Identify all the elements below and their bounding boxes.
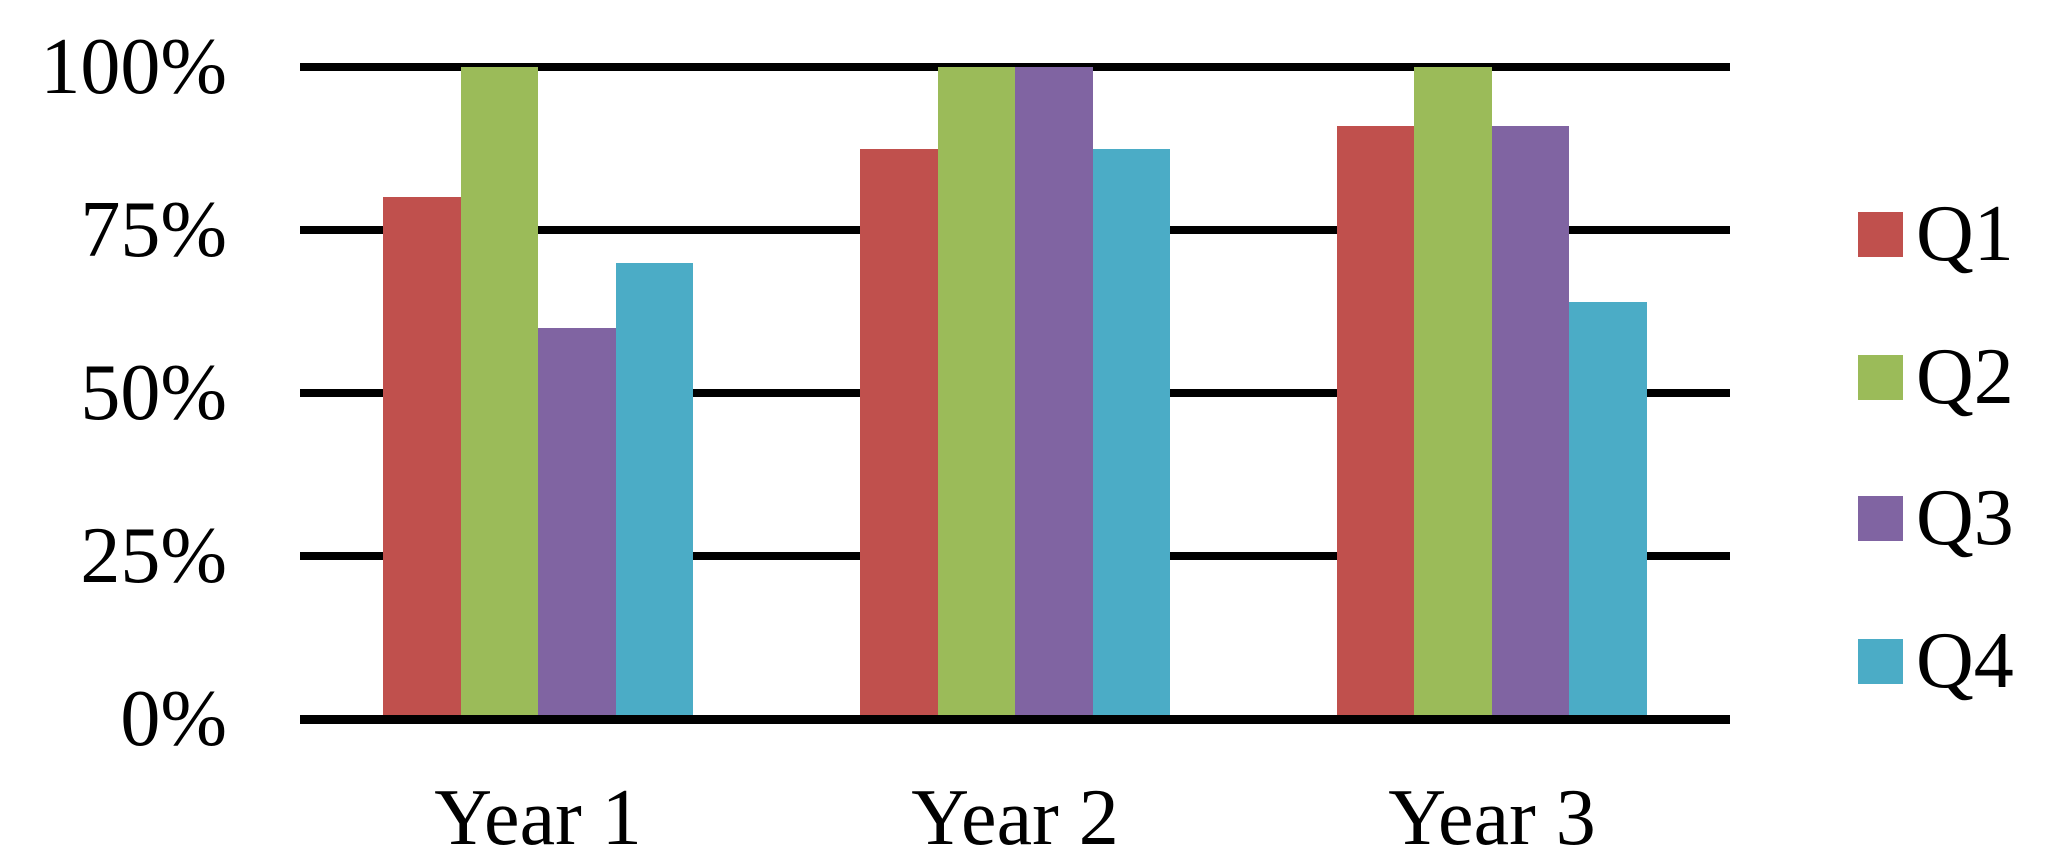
bar-q2-year2 [937, 67, 1015, 724]
bar-q3-year1 [538, 327, 616, 724]
bar-q1-year1 [383, 197, 461, 724]
legend-item-q4: Q4 [1858, 621, 2014, 701]
bar-q2-year3 [1414, 67, 1492, 724]
bar-q4-year1 [615, 262, 694, 724]
legend-swatch-q1 [1858, 211, 1903, 257]
x-axis-baseline [300, 715, 1730, 724]
y-tick-label-25: 25% [80, 512, 227, 600]
x-tick-label-year2: Year 2 [911, 774, 1119, 862]
x-tick-label-year3: Year 3 [1388, 774, 1596, 862]
legend-label-q2: Q2 [1916, 333, 2014, 421]
legend-label-q3: Q3 [1916, 474, 2014, 562]
bar-q3-year3 [1491, 125, 1570, 724]
bar-q3-year2 [1015, 67, 1093, 724]
legend-item-q1: Q1 [1858, 194, 2014, 274]
legend-item-q3: Q3 [1858, 478, 2014, 558]
legend-swatch-q3 [1858, 495, 1903, 541]
legend-label-q4: Q4 [1916, 617, 2014, 705]
bar-q4-year2 [1092, 148, 1170, 724]
legend-swatch-q4 [1858, 638, 1903, 684]
legend-label-q1: Q1 [1916, 190, 2014, 278]
legend-item-q2: Q2 [1858, 337, 2014, 417]
y-tick-label-0: 0% [120, 675, 227, 763]
bar-q2-year1 [460, 67, 539, 724]
y-tick-label-75: 75% [80, 186, 227, 274]
y-tick-label-100: 100% [40, 23, 227, 111]
bar-q1-year3 [1336, 125, 1415, 724]
y-tick-label-50: 50% [80, 349, 227, 437]
legend-swatch-q2 [1858, 354, 1903, 400]
x-tick-label-year1: Year 1 [434, 774, 642, 862]
bar-q4-year3 [1569, 301, 1647, 724]
bar-q1-year2 [860, 148, 938, 724]
